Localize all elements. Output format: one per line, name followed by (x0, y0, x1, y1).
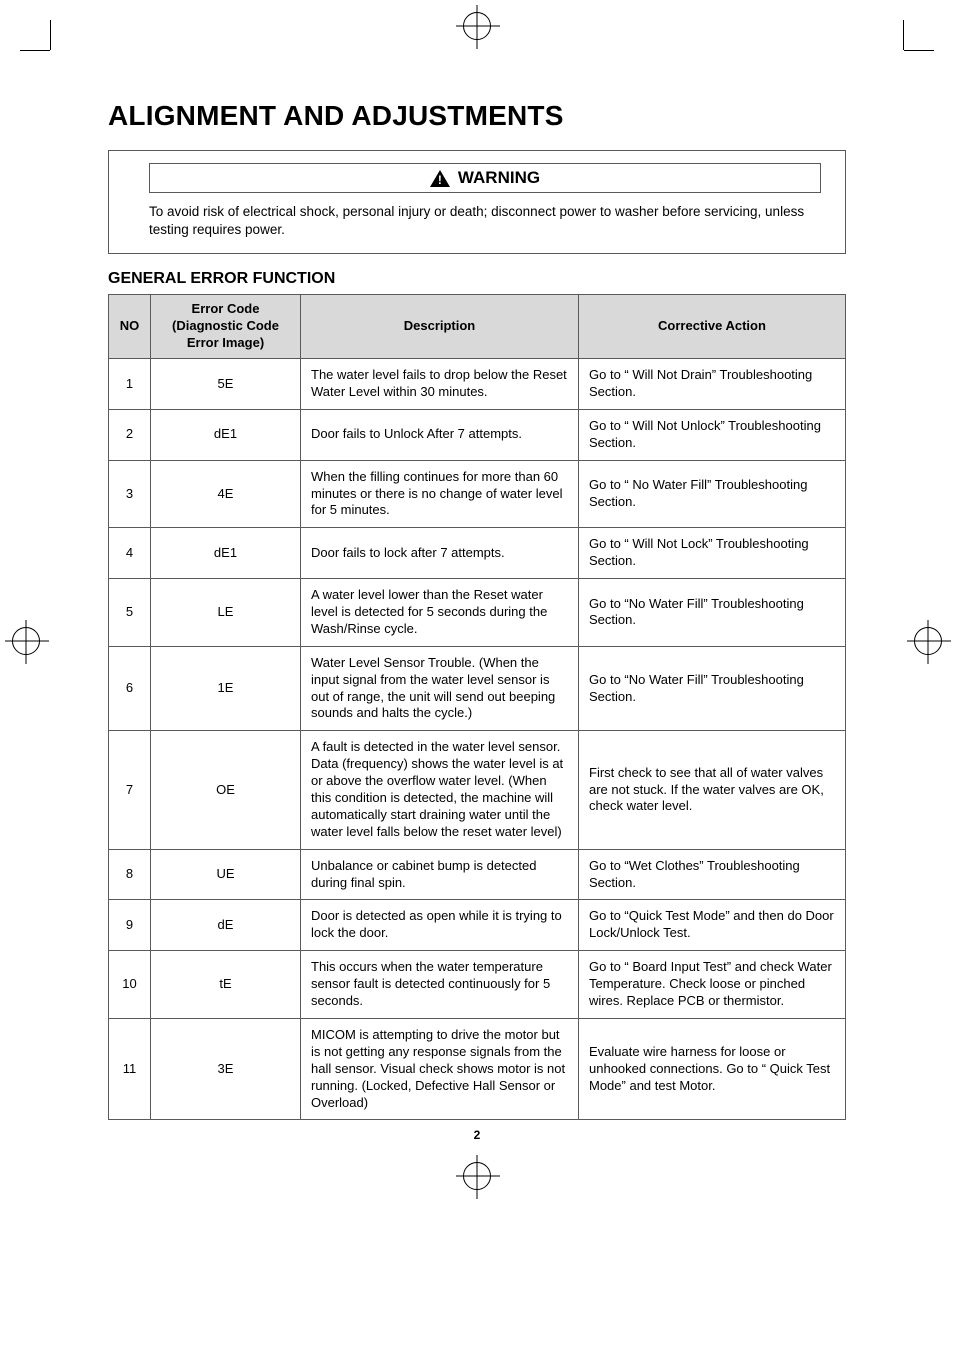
warning-icon (430, 170, 450, 187)
header-description: Description (301, 295, 579, 359)
cell-description: A water level lower than the Reset water… (301, 579, 579, 647)
cell-description: MICOM is attempting to drive the motor b… (301, 1018, 579, 1119)
cell-no: 1 (109, 359, 151, 410)
cell-code: tE (151, 951, 301, 1019)
cell-description: When the filling continues for more than… (301, 460, 579, 528)
cell-action: First check to see that all of water val… (579, 731, 846, 849)
table-row: 7OEA fault is detected in the water leve… (109, 731, 846, 849)
cell-code: dE (151, 900, 301, 951)
table-row: 61EWater Level Sensor Trouble. (When the… (109, 646, 846, 731)
cell-description: Door is detected as open while it is try… (301, 900, 579, 951)
table-row: 113EMICOM is attempting to drive the mot… (109, 1018, 846, 1119)
table-row: 9dEDoor is detected as open while it is … (109, 900, 846, 951)
cell-description: This occurs when the water temperature s… (301, 951, 579, 1019)
cell-no: 5 (109, 579, 151, 647)
table-row: 34EWhen the filling continues for more t… (109, 460, 846, 528)
page-title: ALIGNMENT AND ADJUSTMENTS (108, 100, 846, 132)
crop-mark (894, 20, 934, 60)
cell-no: 3 (109, 460, 151, 528)
table-row: 15EThe water level fails to drop below t… (109, 359, 846, 410)
cell-action: Go to “No Water Fill” Troubleshooting Se… (579, 579, 846, 647)
table-row: 10tEThis occurs when the water temperatu… (109, 951, 846, 1019)
warning-text: To avoid risk of electrical shock, perso… (149, 203, 821, 239)
cell-action: Go to “ No Water Fill” Troubleshooting S… (579, 460, 846, 528)
cell-no: 4 (109, 528, 151, 579)
cell-action: Evaluate wire harness for loose or unhoo… (579, 1018, 846, 1119)
table-header-row: NO Error Code (Diagnostic Code Error Ima… (109, 295, 846, 359)
cell-no: 10 (109, 951, 151, 1019)
cell-no: 6 (109, 646, 151, 731)
cell-action: Go to “ Will Not Lock” Troubleshooting S… (579, 528, 846, 579)
registration-mark (463, 1162, 491, 1190)
warning-label: WARNING (458, 168, 540, 188)
cell-code: 1E (151, 646, 301, 731)
cell-description: A fault is detected in the water level s… (301, 731, 579, 849)
cell-no: 7 (109, 731, 151, 849)
cell-description: Door fails to lock after 7 attempts. (301, 528, 579, 579)
header-code: Error Code (Diagnostic Code Error Image) (151, 295, 301, 359)
crop-mark (20, 20, 60, 60)
cell-code: UE (151, 849, 301, 900)
header-action: Corrective Action (579, 295, 846, 359)
page-content: ALIGNMENT AND ADJUSTMENTS WARNING To avo… (0, 0, 954, 1202)
cell-action: Go to “ Board Input Test” and check Wate… (579, 951, 846, 1019)
cell-code: 3E (151, 1018, 301, 1119)
cell-description: Door fails to Unlock After 7 attempts. (301, 409, 579, 460)
cell-description: Unbalance or cabinet bump is detected du… (301, 849, 579, 900)
cell-action: Go to “Quick Test Mode” and then do Door… (579, 900, 846, 951)
cell-action: Go to “No Water Fill” Troubleshooting Se… (579, 646, 846, 731)
table-row: 8UEUnbalance or cabinet bump is detected… (109, 849, 846, 900)
cell-no: 8 (109, 849, 151, 900)
cell-description: The water level fails to drop below the … (301, 359, 579, 410)
cell-code: LE (151, 579, 301, 647)
registration-mark (463, 12, 491, 40)
cell-code: OE (151, 731, 301, 849)
cell-no: 11 (109, 1018, 151, 1119)
cell-code: 5E (151, 359, 301, 410)
cell-action: Go to “Wet Clothes” Troubleshooting Sect… (579, 849, 846, 900)
table-row: 2dE1Door fails to Unlock After 7 attempt… (109, 409, 846, 460)
error-code-table: NO Error Code (Diagnostic Code Error Ima… (108, 294, 846, 1120)
cell-no: 2 (109, 409, 151, 460)
warning-box: WARNING To avoid risk of electrical shoc… (108, 150, 846, 254)
registration-mark (12, 627, 40, 655)
cell-description: Water Level Sensor Trouble. (When the in… (301, 646, 579, 731)
table-row: 4dE1Door fails to lock after 7 attempts.… (109, 528, 846, 579)
section-title: GENERAL ERROR FUNCTION (108, 270, 846, 288)
header-no: NO (109, 295, 151, 359)
warning-header: WARNING (149, 163, 821, 193)
table-row: 5LEA water level lower than the Reset wa… (109, 579, 846, 647)
page-number: 2 (108, 1128, 846, 1142)
cell-code: dE1 (151, 528, 301, 579)
cell-no: 9 (109, 900, 151, 951)
cell-action: Go to “ Will Not Drain” Troubleshooting … (579, 359, 846, 410)
cell-action: Go to “ Will Not Unlock” Troubleshooting… (579, 409, 846, 460)
cell-code: dE1 (151, 409, 301, 460)
registration-mark (914, 627, 942, 655)
cell-code: 4E (151, 460, 301, 528)
